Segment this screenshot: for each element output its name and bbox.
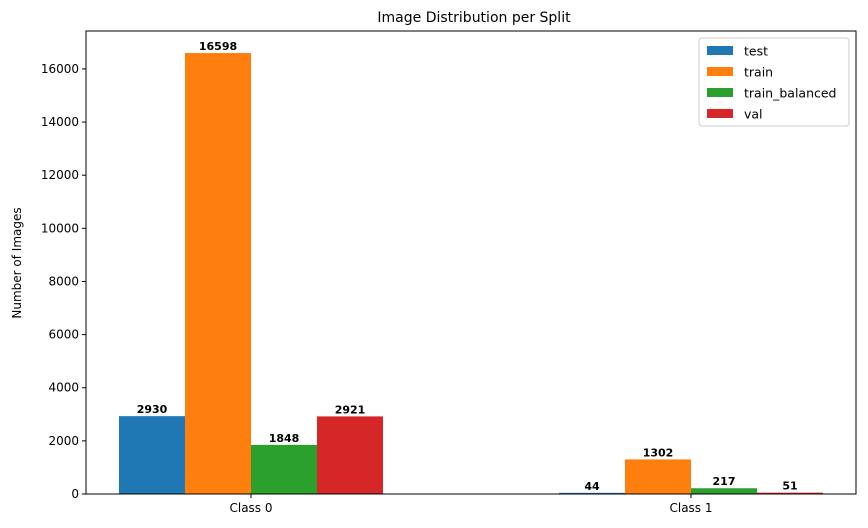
y-tick-label: 10000 [41,221,79,235]
y-tick-label: 12000 [41,168,79,182]
y-tick-label: 0 [71,487,79,501]
legend-label-val: val [744,107,763,122]
legend-label-train-balanced: train_balanced [744,86,837,101]
y-axis-ticks: 0 2000 4000 6000 8000 10000 12000 14000 16000 [41,62,86,501]
x-tick-label-class-1: Class 1 [669,501,712,515]
data-label-train-class-0: 16598 [199,40,237,53]
y-axis-label: Number of Images [10,207,24,318]
legend-label-test: test [744,44,768,59]
chart-title: Image Distribution per Split [377,10,571,26]
y-tick-label: 4000 [48,381,79,395]
data-label-train-balanced-class-0: 1848 [269,432,300,445]
x-axis-ticks: Class 0 Class 1 [229,494,713,515]
legend-swatch-val [707,109,733,118]
data-label-train-balanced-class-1: 217 [713,475,736,488]
bar-train-balanced-class-0 [251,444,317,494]
y-tick-label: 8000 [48,274,79,288]
data-label-test-class-0: 2930 [137,403,168,416]
legend-box [698,37,850,127]
bar-test-class-0 [119,416,185,494]
data-label-val-class-1: 51 [782,480,797,493]
data-label-val-class-0: 2921 [335,403,366,416]
bar-val-class-0 [317,416,383,494]
data-label-train-class-1: 1302 [643,446,674,459]
bar-test-class-1 [559,492,625,494]
y-tick-label: 2000 [48,434,79,448]
plot-area-frame [85,30,857,495]
y-tick-label: 6000 [48,328,79,342]
bar-train-class-1 [625,459,691,494]
legend-swatch-train [707,67,733,76]
bar-val-class-1 [757,492,823,494]
data-label-test-class-1: 44 [584,480,600,493]
y-tick-label: 16000 [41,62,79,76]
bar-train-class-0 [185,53,251,495]
legend-swatch-test [707,46,733,55]
y-tick-label: 14000 [41,115,79,129]
legend-swatch-train-balanced [707,88,733,97]
x-tick-label-class-0: Class 0 [229,501,272,515]
bars-group [119,53,823,495]
legend-label-train: train [744,65,773,80]
bar-train-balanced-class-1 [691,488,757,494]
data-labels-group: 2930 44 16598 1302 1848 217 2921 51 [137,40,798,493]
